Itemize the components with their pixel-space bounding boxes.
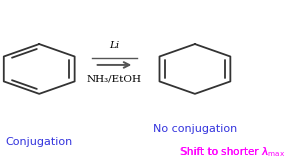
Text: NH₃/EtOH: NH₃/EtOH	[87, 75, 142, 84]
Text: Shift to shorter $\lambda_{\mathrm{max}}$: Shift to shorter $\lambda_{\mathrm{max}}…	[180, 145, 285, 159]
Text: Conjugation: Conjugation	[6, 137, 73, 147]
Text: No conjugation: No conjugation	[153, 124, 237, 134]
Text: Li: Li	[109, 41, 120, 51]
Text: Shift to shorter λ: Shift to shorter λ	[180, 147, 268, 157]
